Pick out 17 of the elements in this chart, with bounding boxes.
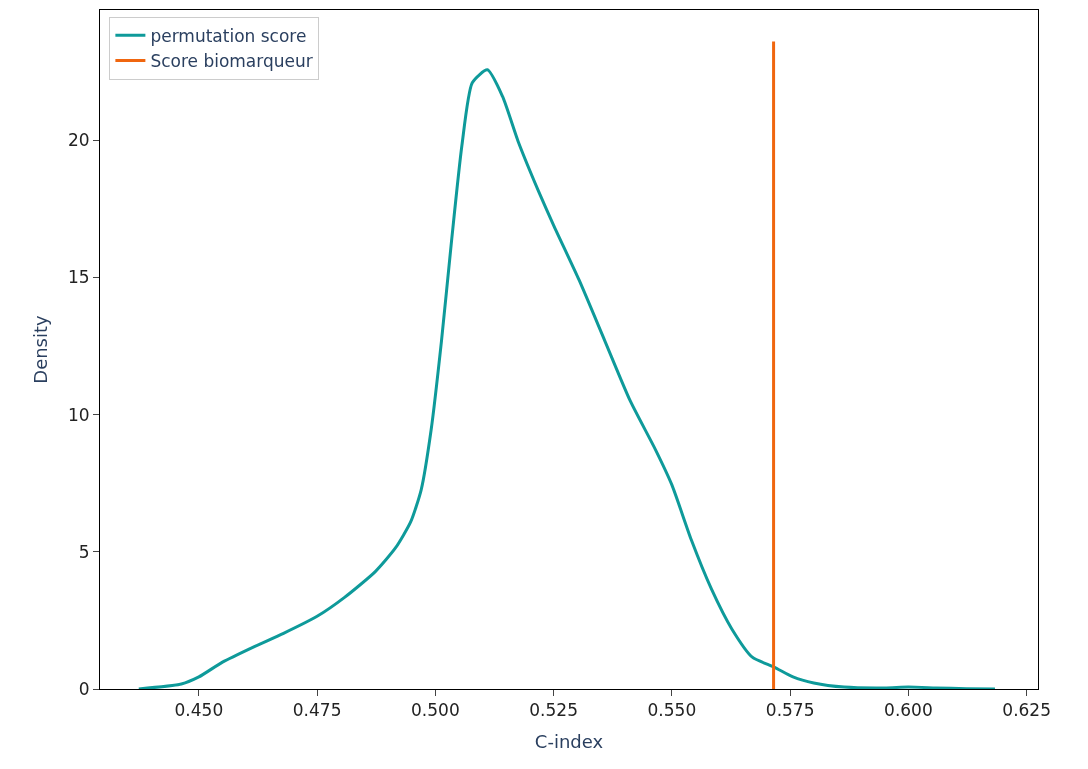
x-tick-label: 0.500 bbox=[411, 700, 460, 721]
y-tick-label: 5 bbox=[78, 541, 90, 562]
y-tick-label: 15 bbox=[67, 267, 90, 288]
y-tick-label: 20 bbox=[67, 130, 90, 151]
y-axis-title: Density bbox=[30, 314, 52, 384]
legend-label: Score biomarqueur bbox=[150, 51, 313, 72]
x-tick-label: 0.450 bbox=[174, 700, 224, 721]
x-tick-label: 0.550 bbox=[647, 700, 697, 721]
x-tick-label: 0.475 bbox=[292, 700, 342, 721]
x-axis-title: C-index bbox=[534, 730, 604, 752]
legend-label: permutation score bbox=[150, 25, 307, 46]
y-tick-label: 10 bbox=[67, 404, 90, 425]
x-tick-label: 0.600 bbox=[884, 700, 933, 721]
y-tick-label: 0 bbox=[78, 678, 90, 699]
x-tick-label: 0.575 bbox=[765, 700, 815, 721]
x-tick-label: 0.525 bbox=[529, 700, 578, 721]
x-tick-label: 0.625 bbox=[1002, 700, 1051, 721]
